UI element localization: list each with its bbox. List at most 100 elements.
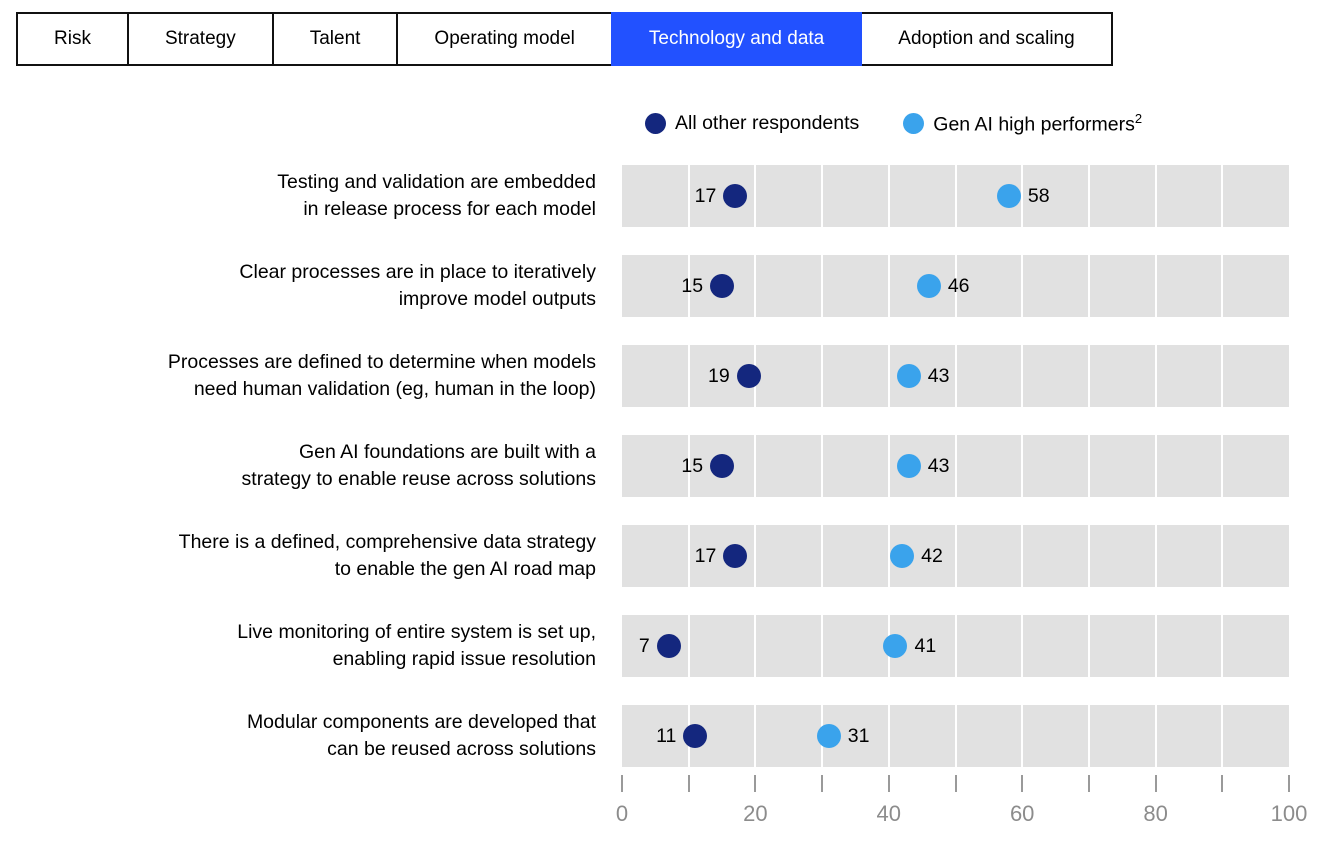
plot-band: 11 31 bbox=[622, 705, 1289, 767]
data-point-gen-ai-high-performers bbox=[996, 184, 1021, 208]
x-axis: 0 20 40 60 80 100 bbox=[616, 775, 1307, 841]
gridline bbox=[887, 165, 890, 227]
plot-band: 17 42 bbox=[622, 525, 1289, 587]
gridline bbox=[1154, 615, 1157, 677]
axis-tick-label: 40 bbox=[876, 801, 902, 826]
gridline bbox=[821, 435, 824, 497]
data-point-all-other-respondents bbox=[656, 634, 681, 658]
axis-tick bbox=[1221, 775, 1224, 792]
gridline bbox=[954, 705, 957, 767]
data-point-all-other-respondents bbox=[710, 274, 735, 298]
legend-item-all-other-respondents: All other respondents bbox=[645, 112, 859, 135]
gridline bbox=[754, 435, 757, 497]
tab-operating-model[interactable]: Operating model bbox=[396, 12, 613, 66]
gridline bbox=[754, 255, 757, 317]
gridline bbox=[1021, 435, 1024, 497]
gridline bbox=[1021, 705, 1024, 767]
gridline bbox=[754, 525, 757, 587]
chart-row: Live monitoring of entire system is set … bbox=[0, 615, 1324, 677]
axis-tick bbox=[754, 775, 757, 792]
category-label: Live monitoring of entire system is set … bbox=[237, 621, 596, 670]
data-point-all-other-respondents bbox=[683, 724, 708, 748]
gridline bbox=[1221, 345, 1224, 407]
data-point-all-other-respondents bbox=[710, 454, 735, 478]
gridline bbox=[887, 435, 890, 497]
gridline bbox=[954, 165, 957, 227]
chart-row: Clear processes are in place to iterativ… bbox=[0, 255, 1324, 317]
gridline bbox=[887, 525, 890, 587]
gridline bbox=[1087, 255, 1090, 317]
axis-tick-label: 20 bbox=[743, 801, 768, 826]
gridline bbox=[1087, 435, 1090, 497]
gridline bbox=[754, 705, 757, 767]
axis-tick-label: 60 bbox=[1009, 801, 1035, 826]
gridline bbox=[1021, 255, 1024, 317]
axis-tick bbox=[621, 775, 623, 792]
gridline bbox=[954, 435, 957, 497]
legend-dot-icon bbox=[645, 113, 666, 135]
gridline bbox=[687, 525, 690, 587]
chart-row: Gen AI foundations are built with a stra… bbox=[0, 435, 1324, 497]
tab-talent[interactable]: Talent bbox=[271, 12, 399, 66]
data-point-all-other-respondents bbox=[723, 184, 748, 208]
plot-band: 19 43 bbox=[622, 345, 1289, 407]
category-label: Modular components are developed that ca… bbox=[246, 711, 596, 760]
data-point-gen-ai-high-performers bbox=[890, 544, 915, 568]
gridline bbox=[821, 255, 824, 317]
gridline bbox=[1087, 345, 1090, 407]
value-label-gen-ai-high-performers: 58 bbox=[1027, 185, 1050, 207]
chart-legend: All other respondents Gen AI high perform… bbox=[645, 111, 1142, 137]
tab-risk[interactable]: Risk bbox=[16, 12, 129, 66]
gridline bbox=[1021, 615, 1024, 677]
value-label-all-other-respondents: 17 bbox=[694, 185, 717, 207]
gridline bbox=[687, 615, 690, 677]
gridline bbox=[687, 435, 690, 497]
data-point-gen-ai-high-performers bbox=[816, 724, 841, 748]
axis-tick bbox=[1087, 775, 1090, 792]
axis-tick-label: 100 bbox=[1270, 801, 1308, 826]
value-label-all-other-respondents: 17 bbox=[694, 545, 717, 567]
gridline bbox=[1021, 525, 1024, 587]
axis-tick-label: 80 bbox=[1143, 801, 1168, 826]
tab-technology-and-data[interactable]: Technology and data bbox=[610, 12, 863, 66]
category-label: Processes are defined to determine when … bbox=[167, 351, 596, 400]
tab-strategy[interactable]: Strategy bbox=[126, 12, 274, 66]
value-label-all-other-respondents: 15 bbox=[681, 455, 704, 477]
data-point-gen-ai-high-performers bbox=[896, 364, 921, 388]
gridline bbox=[754, 165, 757, 227]
gridline bbox=[687, 255, 690, 317]
value-label-gen-ai-high-performers: 46 bbox=[947, 275, 970, 297]
chart-rows: Testing and validation are embedded in r… bbox=[0, 165, 1324, 767]
data-point-all-other-respondents bbox=[736, 364, 761, 388]
dot-plot-chart: Testing and validation are embedded in r… bbox=[0, 165, 1324, 841]
axis-tick bbox=[1288, 775, 1290, 792]
legend-dot-icon bbox=[903, 113, 925, 135]
plot-band: 15 46 bbox=[622, 255, 1289, 317]
axis-tick bbox=[887, 775, 890, 792]
gridline bbox=[1154, 435, 1157, 497]
gridline bbox=[821, 525, 824, 587]
category-label: There is a defined, comprehensive data s… bbox=[178, 531, 596, 580]
value-label-all-other-respondents: 15 bbox=[681, 275, 704, 297]
data-point-gen-ai-high-performers bbox=[883, 634, 908, 658]
gridline bbox=[687, 345, 690, 407]
tab-adoption-and-scaling[interactable]: Adoption and scaling bbox=[860, 12, 1113, 66]
value-label-gen-ai-high-performers: 43 bbox=[927, 455, 950, 477]
category-label: Testing and validation are embedded in r… bbox=[277, 171, 596, 220]
gridline bbox=[821, 345, 824, 407]
gridline bbox=[887, 345, 890, 407]
legend-footnote-marker: 2 bbox=[1134, 111, 1143, 126]
gridline bbox=[687, 165, 690, 227]
axis-tick-label: 0 bbox=[615, 801, 629, 826]
legend-item-gen-ai-high-performers: Gen AI high performers2 bbox=[903, 111, 1142, 137]
gridline bbox=[1021, 345, 1024, 407]
gridline bbox=[1087, 705, 1090, 767]
gridline bbox=[1087, 525, 1090, 587]
category-label: Gen AI foundations are built with a stra… bbox=[241, 441, 596, 490]
value-label-gen-ai-high-performers: 43 bbox=[927, 365, 950, 387]
gridline bbox=[1221, 525, 1224, 587]
gridline bbox=[1087, 615, 1090, 677]
chart-row: Modular components are developed that ca… bbox=[0, 705, 1324, 767]
gridline bbox=[1021, 165, 1024, 227]
gridline bbox=[1154, 255, 1157, 317]
